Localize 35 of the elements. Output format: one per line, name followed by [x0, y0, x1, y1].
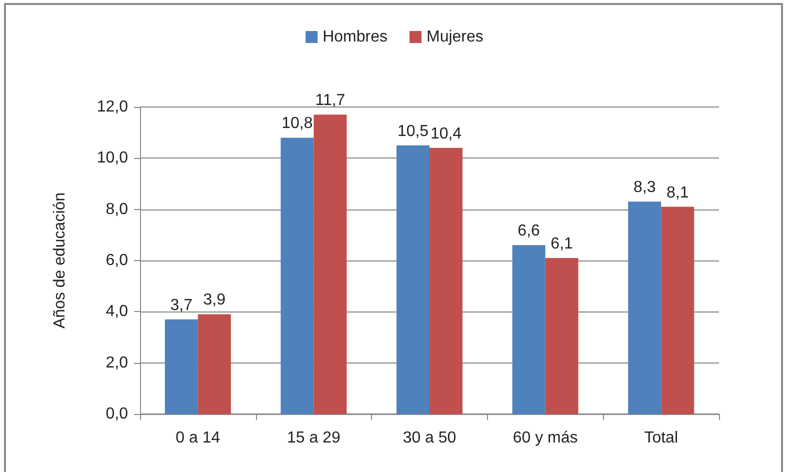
data-label: 6,6 — [518, 222, 540, 240]
y-tick-label: 12,0 — [96, 98, 128, 116]
bar — [280, 138, 314, 414]
bar — [545, 258, 578, 414]
data-label: 8,1 — [666, 184, 689, 202]
bar — [512, 245, 546, 414]
data-label: 11,7 — [315, 92, 346, 110]
data-label: 10,4 — [430, 125, 462, 142]
x-tick-label: Total — [644, 430, 678, 446]
y-axis-title: Años de educación — [52, 192, 68, 329]
y-tick-label: 0,0 — [106, 406, 128, 422]
data-label: 3,9 — [203, 292, 226, 309]
x-tick-label: 60 y más — [512, 430, 578, 446]
data-label: 10,5 — [397, 122, 429, 140]
data-label: 3,7 — [170, 296, 193, 314]
bar — [628, 202, 662, 414]
y-tick-label: 4,0 — [106, 303, 128, 320]
data-label: 8,3 — [633, 179, 656, 196]
bar — [164, 319, 198, 414]
bar — [430, 148, 462, 414]
x-tick-label: 15 a 29 — [287, 430, 340, 446]
x-tick-label: 0 a 14 — [176, 430, 220, 446]
y-tick-label: 10,0 — [96, 150, 128, 167]
data-label: 6,1 — [550, 235, 574, 252]
y-tick-label: 6,0 — [106, 252, 128, 269]
bar — [198, 314, 231, 414]
bar — [396, 145, 430, 414]
bar — [314, 114, 347, 414]
data-label: 10,8 — [282, 115, 313, 132]
x-tick-label: 30 a 50 — [402, 430, 456, 446]
y-tick-label: 2,0 — [106, 354, 128, 372]
legend-label: Hombres — [322, 28, 388, 46]
y-tick-label: 8,0 — [106, 200, 128, 218]
legend-label: Mujeres — [426, 28, 484, 46]
bar — [661, 206, 694, 414]
